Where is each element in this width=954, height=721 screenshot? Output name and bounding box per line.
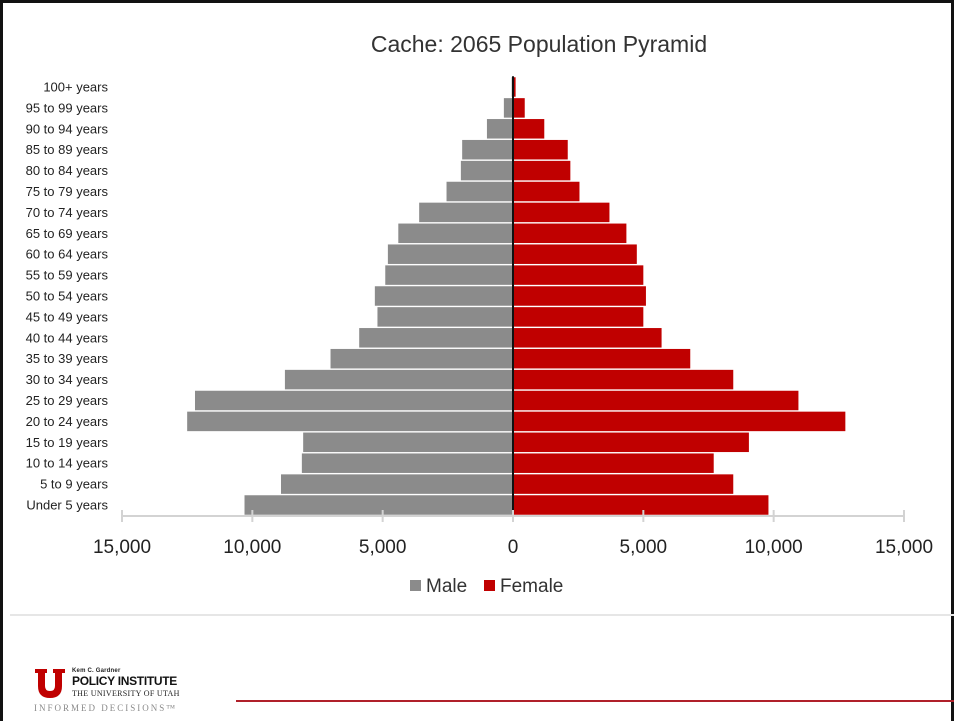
bar-male: [503, 98, 513, 118]
category-label: 55 to 59 years: [26, 268, 109, 283]
population-pyramid-chart: Cache: 2065 Population Pyramid Under 5 y…: [26, 31, 933, 597]
bar-male: [194, 390, 513, 411]
x-tick-label: 10,000: [223, 537, 281, 558]
bar-female: [513, 432, 749, 453]
bar-female: [513, 181, 580, 202]
category-label: Under 5 years: [26, 498, 108, 513]
bar-female: [513, 390, 799, 411]
bar-female: [513, 119, 545, 139]
bar-female: [513, 139, 568, 160]
university-u-logo-icon: [34, 667, 66, 699]
bar-female: [513, 411, 846, 432]
category-label: 70 to 74 years: [26, 205, 109, 220]
logo-tagline: INFORMED DECISIONS™: [34, 703, 178, 713]
bar-female: [513, 495, 769, 515]
category-label: 35 to 39 years: [26, 351, 109, 366]
category-label: 65 to 69 years: [26, 226, 109, 241]
logo-policy-institute-text: POLICY INSTITUTE: [72, 674, 177, 688]
policy-institute-logo: Kem C. Gardner POLICY INSTITUTE THE UNIV…: [34, 667, 234, 721]
x-tick-label: 10,000: [745, 537, 803, 558]
bar-male: [387, 244, 513, 264]
bar-male: [462, 139, 513, 160]
category-label: 90 to 94 years: [26, 121, 109, 136]
category-label: 100+ years: [43, 80, 108, 95]
bar-female: [513, 265, 644, 285]
bar-male: [486, 119, 513, 139]
category-label: 15 to 19 years: [26, 435, 109, 450]
category-label: 85 to 89 years: [26, 142, 109, 157]
bar-male: [374, 286, 513, 306]
bar-female: [513, 286, 646, 306]
category-label: 80 to 84 years: [26, 163, 109, 178]
category-label: 50 to 54 years: [26, 289, 109, 304]
bar-male: [377, 307, 513, 327]
bar-male: [460, 160, 513, 181]
bar-male: [281, 474, 513, 494]
x-tick-label: 15,000: [875, 537, 933, 558]
category-label: 45 to 49 years: [26, 309, 109, 324]
bar-male: [330, 348, 513, 369]
footer-divider: [10, 614, 954, 616]
x-tick-label: 15,000: [93, 537, 151, 558]
x-tick-label: 5,000: [359, 537, 407, 558]
bar-female: [513, 202, 610, 223]
legend-swatch-male: [410, 580, 421, 591]
bar-female: [513, 223, 627, 244]
bar-female: [513, 474, 734, 494]
category-label: 30 to 34 years: [26, 372, 109, 387]
category-label: 60 to 64 years: [26, 247, 109, 262]
bar-female: [513, 369, 734, 390]
logo-university-text: THE UNIVERSITY OF UTAH: [72, 689, 180, 698]
category-label: 75 to 79 years: [26, 184, 109, 199]
category-label: 5 to 9 years: [40, 477, 108, 492]
legend-swatch-female: [484, 580, 495, 591]
bar-female: [513, 307, 644, 327]
category-label: 20 to 24 years: [26, 414, 109, 429]
bars-group: Under 5 years 5 to 9 years 10 to 14 years 1…: [26, 76, 846, 516]
legend-label-male: Male: [426, 576, 467, 597]
legend-label-female: Female: [500, 576, 563, 597]
footer-red-rule: [236, 700, 954, 702]
bar-female: [513, 453, 714, 473]
bar-female: [513, 160, 571, 181]
bar-female: [513, 77, 516, 97]
category-label: 40 to 44 years: [26, 330, 109, 345]
bar-male: [244, 495, 513, 515]
bar-male: [301, 453, 513, 473]
bar-male: [446, 181, 513, 202]
bar-male: [359, 328, 513, 348]
legend: Male Female: [410, 576, 563, 597]
bar-male: [284, 369, 513, 390]
x-tick-label: 0: [508, 537, 519, 558]
bar-male: [187, 411, 513, 432]
category-label: 10 to 14 years: [26, 456, 109, 471]
chart-title: Cache: 2065 Population Pyramid: [371, 31, 707, 57]
bar-female: [513, 244, 637, 264]
bar-male: [303, 432, 513, 453]
bar-male: [419, 202, 513, 223]
bar-female: [513, 98, 525, 118]
bar-male: [398, 223, 513, 244]
x-axis: 15,000 10,000 5,000 0 5,000 10,000 15,000: [93, 510, 933, 558]
bar-male: [385, 265, 513, 285]
x-tick-label: 5,000: [620, 537, 668, 558]
logo-kem-text: Kem C. Gardner: [72, 668, 121, 674]
category-label: 25 to 29 years: [26, 393, 109, 408]
bar-female: [513, 328, 662, 348]
bar-female: [513, 348, 691, 369]
category-label: 95 to 99 years: [26, 100, 109, 115]
